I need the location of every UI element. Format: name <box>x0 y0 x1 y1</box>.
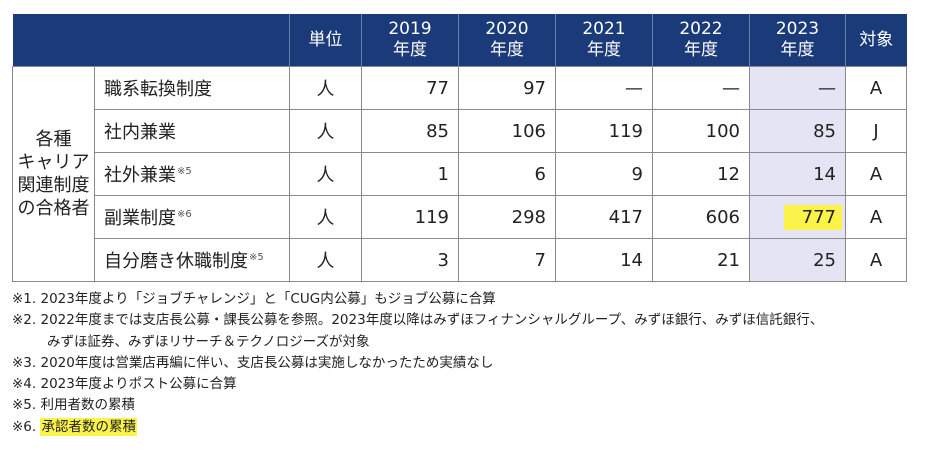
unit-cell: 人 <box>289 152 362 196</box>
item-cell: 自分磨き休職制度※5 <box>94 238 290 282</box>
footnote-5: ※5. 利用者数の累積 <box>12 397 135 414</box>
unit-cell: 人 <box>289 238 362 282</box>
value-2023: 14 <box>749 152 846 196</box>
header-year-2019: 2019 年度 <box>361 14 459 67</box>
value-2020: 97 <box>458 66 556 110</box>
header-target: 対象 <box>845 14 907 67</box>
footnote-ref: ※5 <box>249 252 264 263</box>
header-year-2021: 2021 年度 <box>555 14 653 67</box>
table-row: 自分磨き休職制度※5 人 3 7 14 21 25 A <box>13 238 907 282</box>
item-cell: 副業制度※6 <box>94 195 290 239</box>
value-2020: 7 <box>458 238 556 282</box>
item-cell: 社外兼業※5 <box>94 152 290 196</box>
value-2022: — <box>652 66 750 110</box>
value-2022: 606 <box>652 195 750 239</box>
unit-cell: 人 <box>289 66 362 110</box>
footnote-3: ※3. 2020年度は営業店再編に伴い、支店長公募は実施しなかったため実績なし <box>12 354 494 371</box>
category-cell: 各種 キャリア 関連制度 の合格者 <box>12 66 95 282</box>
footnote-ref: ※5 <box>177 166 192 177</box>
unit-cell: 人 <box>289 195 362 239</box>
footnote-2-line-2: みずほ証券、みずほリサーチ＆テクノロジーズが対象 <box>47 333 370 350</box>
table-row: 社外兼業※5 人 1 6 9 12 14 A <box>13 152 907 196</box>
value-2023: 85 <box>749 109 846 153</box>
header-row: 単位 2019 年度 2020 年度 2021 年度 2022 年度 2023 年度 対象 <box>12 14 907 67</box>
unit-cell: 人 <box>289 109 362 153</box>
footnote-6-prefix: ※6. <box>12 418 41 435</box>
header-blank-cell <box>12 14 290 67</box>
item-cell: 職系転換制度 <box>94 66 290 110</box>
value-2023: 25 <box>749 238 846 282</box>
footnote-ref: ※6 <box>177 209 192 220</box>
value-2021: 119 <box>555 109 653 153</box>
header-year-2022: 2022 年度 <box>652 14 750 67</box>
value-2019: 77 <box>361 66 459 110</box>
table-row: 各種 キャリア 関連制度 の合格者 職系転換制度 人 77 97 — — — A <box>12 66 907 282</box>
value-2019: 85 <box>361 109 459 153</box>
value-2022: 12 <box>652 152 750 196</box>
item-cell: 社内兼業 <box>94 109 290 153</box>
target-cell: A <box>845 238 907 282</box>
value-2023: — <box>749 66 846 110</box>
value-2019: 3 <box>361 238 459 282</box>
career-system-table-container: 単位 2019 年度 2020 年度 2021 年度 2022 年度 2023 年度 対象… <box>12 14 907 282</box>
value-2021: 417 <box>555 195 653 239</box>
footnote-4: ※4. 2023年度よりポスト公募に合算 <box>12 376 237 393</box>
table-row: 副業制度※6 人 119 298 417 606 777 A <box>13 195 907 239</box>
footnote-6-highlighted-text: 承認者数の累積 <box>40 417 137 436</box>
highlight-marker: 777 <box>783 204 842 230</box>
career-system-table: 単位 2019 年度 2020 年度 2021 年度 2022 年度 2023 年度 対象… <box>12 14 907 282</box>
header-year-2023: 2023 年度 <box>749 14 846 67</box>
value-2020: 106 <box>458 109 556 153</box>
target-cell: A <box>845 152 907 196</box>
target-cell: J <box>845 109 907 153</box>
header-year-2020: 2020 年度 <box>458 14 556 67</box>
table-row: 社内兼業 人 85 106 119 100 85 J <box>13 109 907 153</box>
value-2022: 100 <box>652 109 750 153</box>
value-2020: 298 <box>458 195 556 239</box>
value-2020: 6 <box>458 152 556 196</box>
footnote-1: ※1. 2023年度より「ジョブチャレンジ」と「CUG内公募」もジョブ公募に合算 <box>12 291 496 307</box>
footnote-6: ※6. 承認者数の累積 <box>12 417 932 438</box>
target-cell: A <box>845 195 907 239</box>
value-2021: 9 <box>555 152 653 196</box>
value-2023-highlighted: 777 <box>749 195 846 239</box>
footnotes: ※1. 2023年度より「ジョブチャレンジ」と「CUG内公募」もジョブ公募に合算… <box>12 289 932 438</box>
value-2022: 21 <box>652 238 750 282</box>
value-2019: 1 <box>361 152 459 196</box>
value-2021: 14 <box>555 238 653 282</box>
footnote-2-line-1: ※2. 2022年度までは支店長公募・課長公募を参照。2023年度以降はみずほフ… <box>12 312 824 329</box>
header-unit: 単位 <box>289 14 362 67</box>
value-2021: — <box>555 66 653 110</box>
target-cell: A <box>845 66 907 110</box>
value-2019: 119 <box>361 195 459 239</box>
